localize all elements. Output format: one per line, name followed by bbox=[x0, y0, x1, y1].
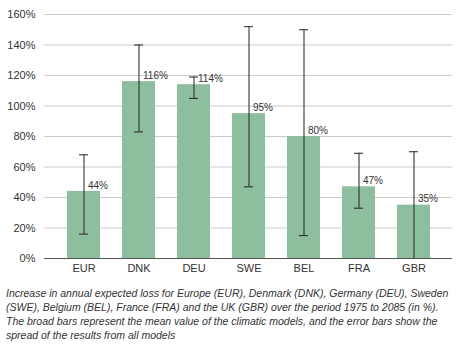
svg-text:20%: 20% bbox=[13, 222, 35, 234]
svg-text:100%: 100% bbox=[7, 100, 35, 112]
svg-text:80%: 80% bbox=[13, 130, 35, 142]
svg-text:95%: 95% bbox=[253, 102, 273, 113]
html-text:Increase in annual expected lo: Increase in annual expected loss for Eur… bbox=[6, 287, 449, 341]
svg-text:120%: 120% bbox=[7, 69, 35, 81]
svg-text:160%: 160% bbox=[7, 8, 35, 20]
svg-text:114%: 114% bbox=[198, 73, 223, 84]
svg-text:116%: 116% bbox=[143, 70, 168, 81]
svg-text:BEL: BEL bbox=[294, 262, 315, 274]
svg-text:DNK: DNK bbox=[127, 262, 151, 274]
svg-text:SWE: SWE bbox=[236, 262, 261, 274]
svg-text:40%: 40% bbox=[13, 191, 35, 203]
svg-text:47%: 47% bbox=[363, 175, 383, 186]
svg-text:DEU: DEU bbox=[182, 262, 205, 274]
svg-text:44%: 44% bbox=[88, 180, 108, 191]
svg-text:140%: 140% bbox=[7, 39, 35, 51]
svg-text:FRA: FRA bbox=[348, 262, 371, 274]
svg-text:EUR: EUR bbox=[72, 262, 95, 274]
svg-text:0%: 0% bbox=[20, 252, 36, 264]
svg-text:80%: 80% bbox=[308, 125, 328, 136]
svg-text:60%: 60% bbox=[13, 161, 35, 173]
svg-text:35%: 35% bbox=[418, 193, 438, 204]
svg-text:GBR: GBR bbox=[402, 262, 426, 274]
